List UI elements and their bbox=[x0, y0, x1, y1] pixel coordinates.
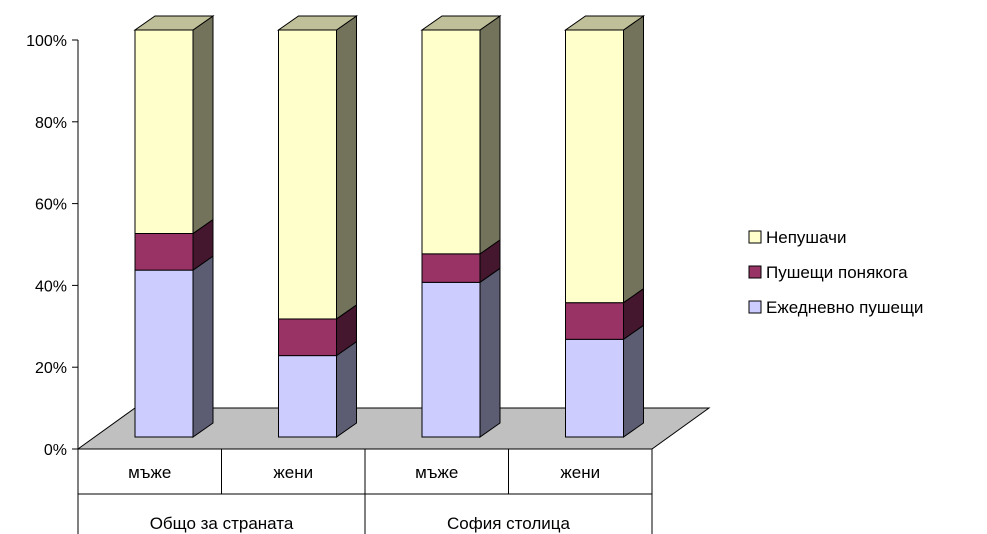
bar-1-series-3 bbox=[134, 29, 194, 234]
bar-top-4 bbox=[563, 15, 646, 31]
bar-4-series-3 bbox=[565, 29, 624, 304]
bar-2-series-2 bbox=[278, 318, 337, 357]
chart-bars-layer bbox=[133, 15, 646, 438]
group-label: Общо за страната bbox=[150, 514, 294, 533]
y-tick-label: 0% bbox=[44, 442, 67, 459]
legend-label: Непушачи bbox=[766, 228, 847, 247]
bar-2-series-1 bbox=[278, 355, 337, 438]
bar-side-4-series-1 bbox=[623, 324, 644, 438]
bar-top-3 bbox=[420, 15, 502, 31]
bar-2-series-3 bbox=[278, 29, 337, 320]
bar-side-2-series-3 bbox=[336, 15, 357, 320]
y-tick-label: 40% bbox=[35, 278, 67, 295]
category-label: жени bbox=[273, 463, 313, 482]
bar-side-3-series-1 bbox=[479, 267, 501, 438]
legend-swatch bbox=[748, 265, 762, 279]
bar-4-series-2 bbox=[565, 302, 624, 340]
bar-side-1-series-3 bbox=[192, 15, 214, 235]
category-axis-layer: мъже жени мъже жени Общо за страната София ст… bbox=[77, 448, 653, 534]
legend-swatch bbox=[748, 230, 762, 244]
group-label: София столица bbox=[447, 514, 570, 533]
y-tick-label: 20% bbox=[35, 360, 67, 377]
bar-3-series-2 bbox=[421, 253, 481, 283]
bar-3-series-3 bbox=[421, 29, 481, 255]
y-tick-label: 80% bbox=[35, 115, 67, 132]
bar-side-3-series-3 bbox=[479, 15, 501, 255]
legend: Непушачи Пушещи понякога Ежедневно пушещи bbox=[748, 228, 923, 317]
legend-label: Пушещи понякога bbox=[766, 263, 908, 282]
bar-4-series-1 bbox=[565, 338, 624, 438]
category-label: жени bbox=[560, 463, 600, 482]
bar-side-2-series-1 bbox=[336, 340, 357, 438]
category-label: мъже bbox=[128, 463, 171, 482]
bar-side-4-series-3 bbox=[623, 15, 644, 304]
bar-top-2 bbox=[276, 15, 359, 31]
legend-swatch bbox=[748, 300, 762, 314]
bar-1-series-2 bbox=[134, 233, 194, 271]
chart-axis-layer: 0% 20% 40% 60% 80% 100% bbox=[26, 33, 79, 459]
bar-side-1-series-1 bbox=[192, 255, 214, 438]
bar-3-series-1 bbox=[421, 281, 481, 438]
bar-1-series-1 bbox=[134, 269, 194, 438]
y-tick-label: 100% bbox=[26, 33, 67, 50]
legend-label: Ежедневно пушещи bbox=[766, 298, 923, 317]
bar-top-1 bbox=[133, 15, 215, 31]
y-tick-label: 60% bbox=[35, 197, 67, 214]
category-label: мъже bbox=[415, 463, 458, 482]
